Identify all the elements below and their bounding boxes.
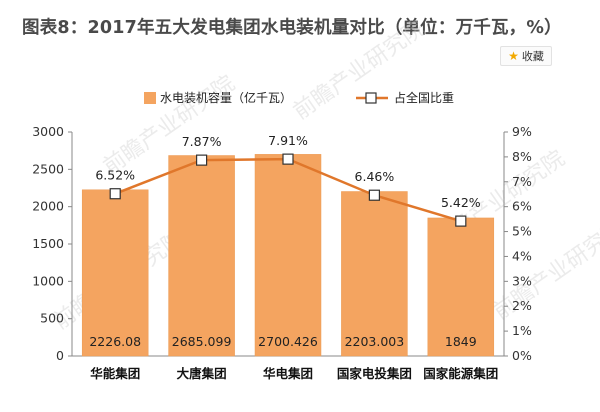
bar-3 (341, 191, 408, 357)
right-tick-label: 5% (512, 224, 532, 239)
legend-bar-label: 水电装机容量（亿千瓦） (160, 90, 292, 105)
left-tick-label: 3000 (32, 124, 64, 139)
category-label: 华能集团 (90, 366, 140, 381)
favorite-button[interactable]: ★ 收藏 (500, 46, 552, 66)
bar-value-label: 2203.003 (345, 334, 405, 349)
left-tick-label: 2000 (32, 199, 64, 214)
bar-value-label: 1849 (445, 334, 477, 349)
category-label: 国家能源集团 (423, 366, 498, 381)
bar-value-label: 2685.099 (172, 334, 232, 349)
right-tick-label: 9% (512, 124, 532, 139)
percent-label: 6.46% (355, 169, 395, 184)
left-tick-label: 1500 (32, 236, 64, 251)
legend-line-label: 占全国比重 (394, 90, 454, 105)
legend-marker-swatch (365, 92, 377, 104)
bar-2 (254, 154, 322, 357)
right-tick-label: 8% (512, 149, 532, 164)
right-tick-label: 2% (512, 298, 532, 313)
right-tick-label: 7% (512, 174, 532, 189)
right-tick-label: 6% (512, 199, 532, 214)
bar-1 (168, 155, 235, 357)
category-label: 华电集团 (263, 366, 313, 381)
left-tick-label: 0 (56, 348, 64, 363)
bar-value-label: 2226.08 (89, 334, 141, 349)
chart-title: 图表8：2017年五大发电集团水电装机量对比（单位：万千瓦，%） (22, 18, 562, 38)
legend-bar-swatch (144, 92, 156, 104)
left-tick-label: 1000 (32, 273, 64, 288)
category-label: 大唐集团 (177, 366, 227, 381)
percent-label: 6.52% (95, 168, 135, 183)
right-tick-label: 4% (512, 248, 532, 263)
percent-label: 7.87% (182, 134, 222, 149)
line-marker-4 (455, 215, 467, 227)
line-marker-2 (282, 153, 294, 165)
left-tick-label: 2500 (32, 161, 64, 176)
star-icon: ★ (508, 49, 519, 63)
percent-label: 5.42% (441, 195, 481, 210)
line-marker-3 (368, 189, 380, 201)
left-tick-label: 500 (40, 311, 64, 326)
right-tick-label: 0% (512, 348, 532, 363)
watermark-text: 前瞻产业研究院 (489, 216, 600, 325)
bar-4 (427, 217, 495, 357)
line-marker-0 (109, 188, 121, 200)
category-label: 国家电投集团 (337, 366, 412, 381)
bar-value-label: 2700.426 (258, 334, 318, 349)
line-marker-1 (196, 154, 208, 166)
watermark-text: 前瞻产业研究院 (289, 16, 430, 125)
favorite-label: 收藏 (521, 50, 544, 63)
bar-0 (81, 189, 149, 357)
right-tick-label: 3% (512, 273, 532, 288)
right-tick-label: 1% (512, 323, 532, 338)
percent-label: 7.91% (268, 133, 308, 148)
